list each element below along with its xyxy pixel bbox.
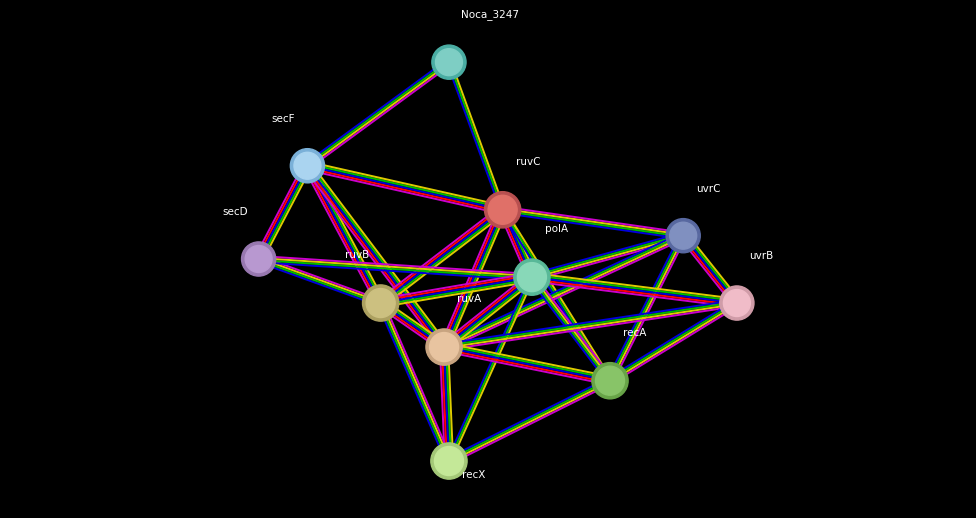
Circle shape [517, 263, 547, 292]
Text: ruvA: ruvA [457, 294, 481, 304]
Text: uvrB: uvrB [750, 251, 774, 261]
Circle shape [290, 149, 325, 183]
Circle shape [435, 49, 463, 76]
Circle shape [591, 363, 629, 399]
Text: Noca_3247: Noca_3247 [462, 9, 519, 20]
Circle shape [434, 447, 464, 476]
Circle shape [245, 246, 272, 272]
Circle shape [429, 333, 459, 362]
Circle shape [670, 222, 697, 249]
Circle shape [719, 286, 754, 320]
Text: uvrC: uvrC [696, 184, 720, 194]
Circle shape [366, 289, 395, 318]
Circle shape [484, 192, 521, 228]
Text: polA: polA [545, 224, 568, 234]
Text: ruvB: ruvB [345, 250, 369, 260]
Circle shape [666, 219, 701, 253]
Circle shape [362, 285, 399, 321]
Circle shape [595, 366, 625, 395]
Circle shape [241, 242, 276, 276]
Circle shape [488, 195, 517, 224]
Text: recX: recX [462, 470, 485, 480]
Circle shape [431, 45, 467, 79]
Text: secF: secF [271, 114, 295, 124]
Text: ruvC: ruvC [515, 157, 541, 167]
Circle shape [430, 443, 468, 479]
Text: recA: recA [623, 328, 646, 338]
Text: secD: secD [223, 207, 248, 217]
Circle shape [294, 152, 321, 179]
Circle shape [513, 259, 550, 295]
Circle shape [723, 290, 751, 316]
Circle shape [426, 329, 463, 365]
